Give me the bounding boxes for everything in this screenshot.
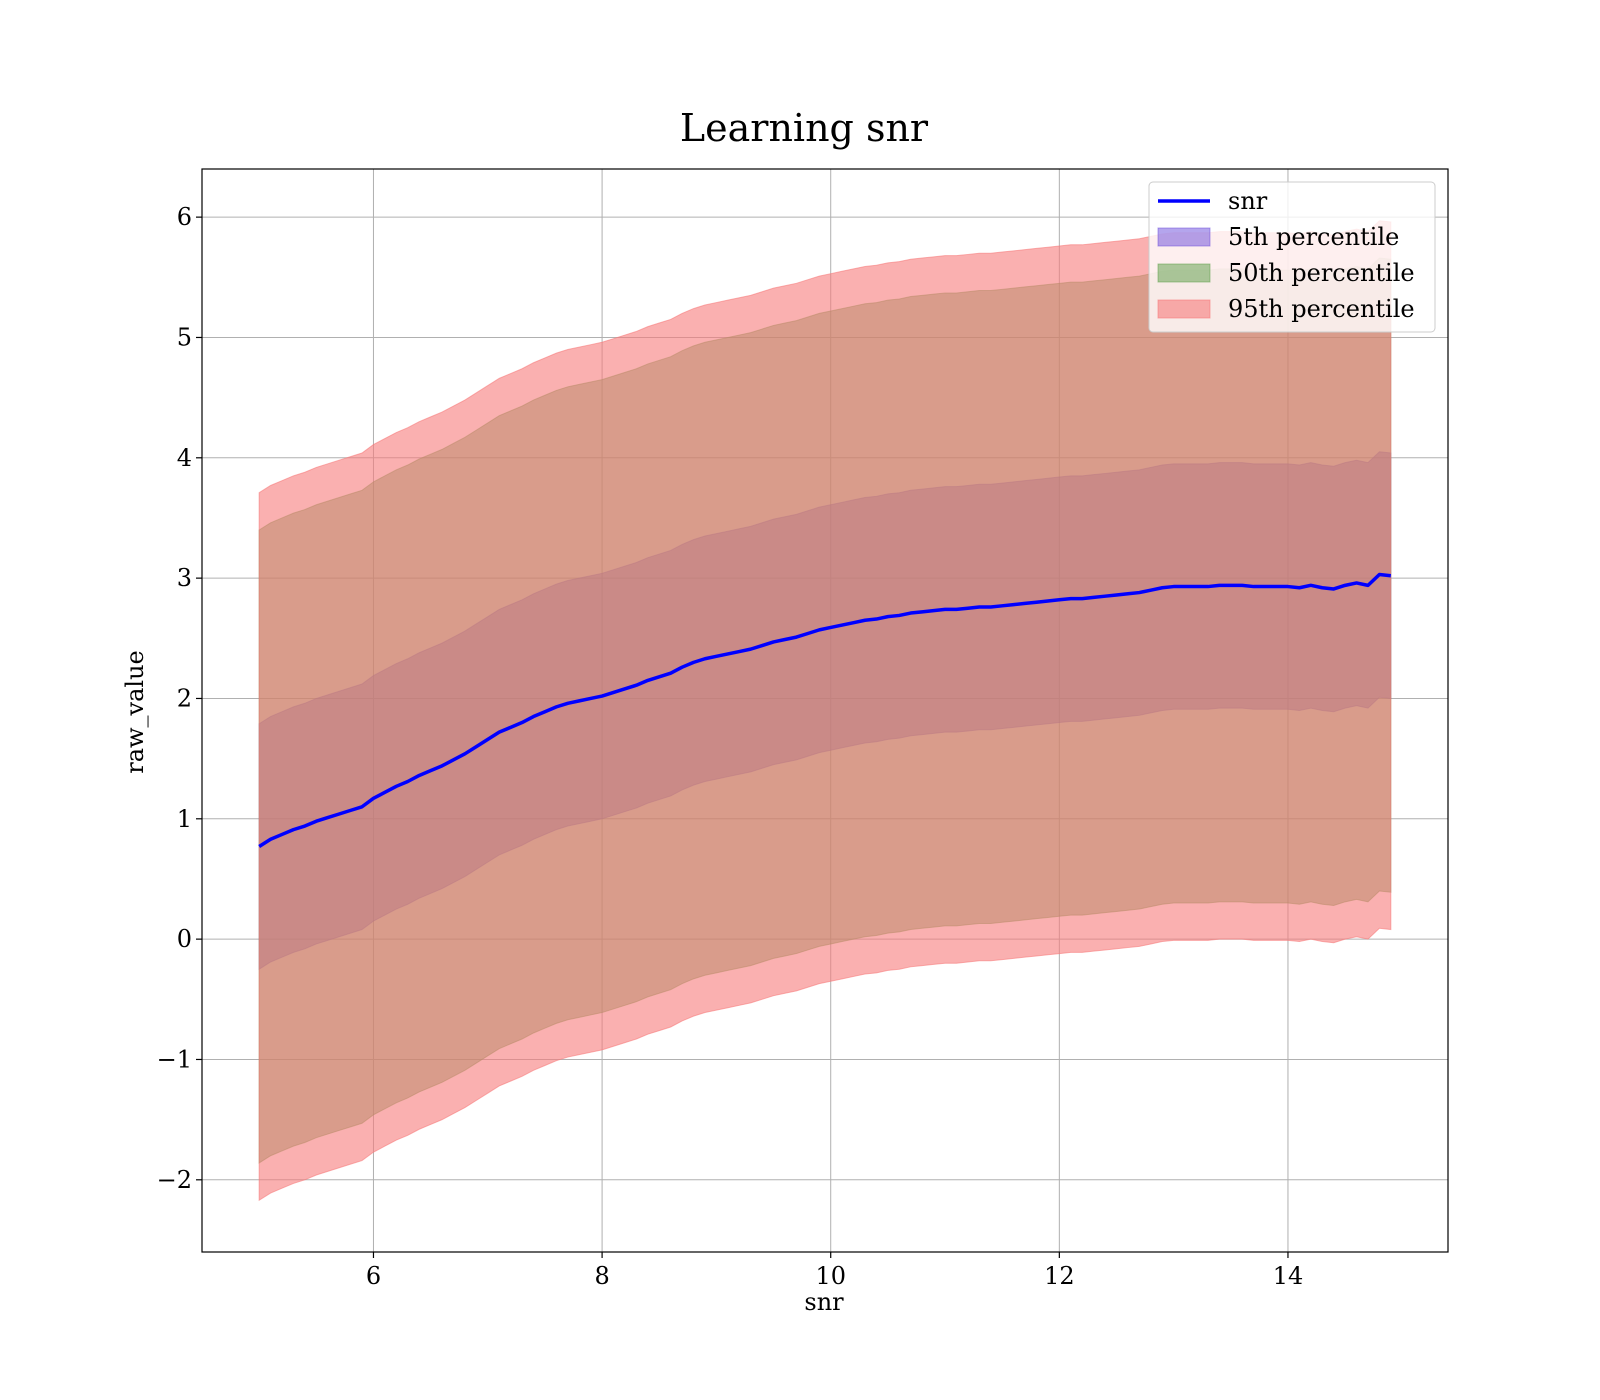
legend-box: [1148, 181, 1436, 333]
band-3: [258, 220, 1392, 1202]
plot-frame: [201, 168, 1449, 1253]
legend-label: 5th percentile: [1228, 223, 1399, 251]
y-axis-ticks: −2 −1 0 1 2 3 4 5 6: [157, 203, 202, 1194]
x-tick-label: 12: [1044, 1262, 1075, 1290]
legend-label: snr: [1228, 187, 1268, 215]
x-tick-label: 14: [1273, 1262, 1304, 1290]
x-axis-label: snr: [804, 1288, 844, 1316]
legend-swatch: [1157, 227, 1211, 247]
legend: snr 5th percentile 50th percentile 95th per…: [1148, 181, 1436, 333]
y-tick-label: −1: [157, 1045, 192, 1073]
x-tick-label: 6: [366, 1262, 381, 1290]
x-tick-label: 8: [594, 1262, 609, 1290]
x-tick-label: 10: [815, 1262, 846, 1290]
y-tick-label: 5: [177, 323, 192, 351]
y-tick-label: 0: [177, 925, 192, 953]
y-tick-label: 1: [177, 805, 192, 833]
y-tick-label: 3: [177, 564, 192, 592]
y-axis-label: raw_value: [121, 650, 149, 774]
legend-label: 50th percentile: [1228, 259, 1415, 287]
series-lines: [258, 572, 1392, 848]
chart-title: Learning snr: [680, 106, 929, 150]
legend-swatch: [1157, 263, 1211, 283]
series-line-0: [258, 572, 1392, 848]
y-tick-label: 2: [177, 684, 192, 712]
y-tick-label: 6: [177, 203, 192, 231]
x-axis-ticks: 6 8 10 12 14: [366, 1252, 1303, 1290]
legend-label: 95th percentile: [1228, 295, 1415, 323]
legend-swatch: [1157, 299, 1211, 319]
y-tick-label: 4: [177, 444, 192, 472]
percentile-bands: [258, 220, 1392, 1202]
y-tick-label: −2: [157, 1166, 192, 1194]
